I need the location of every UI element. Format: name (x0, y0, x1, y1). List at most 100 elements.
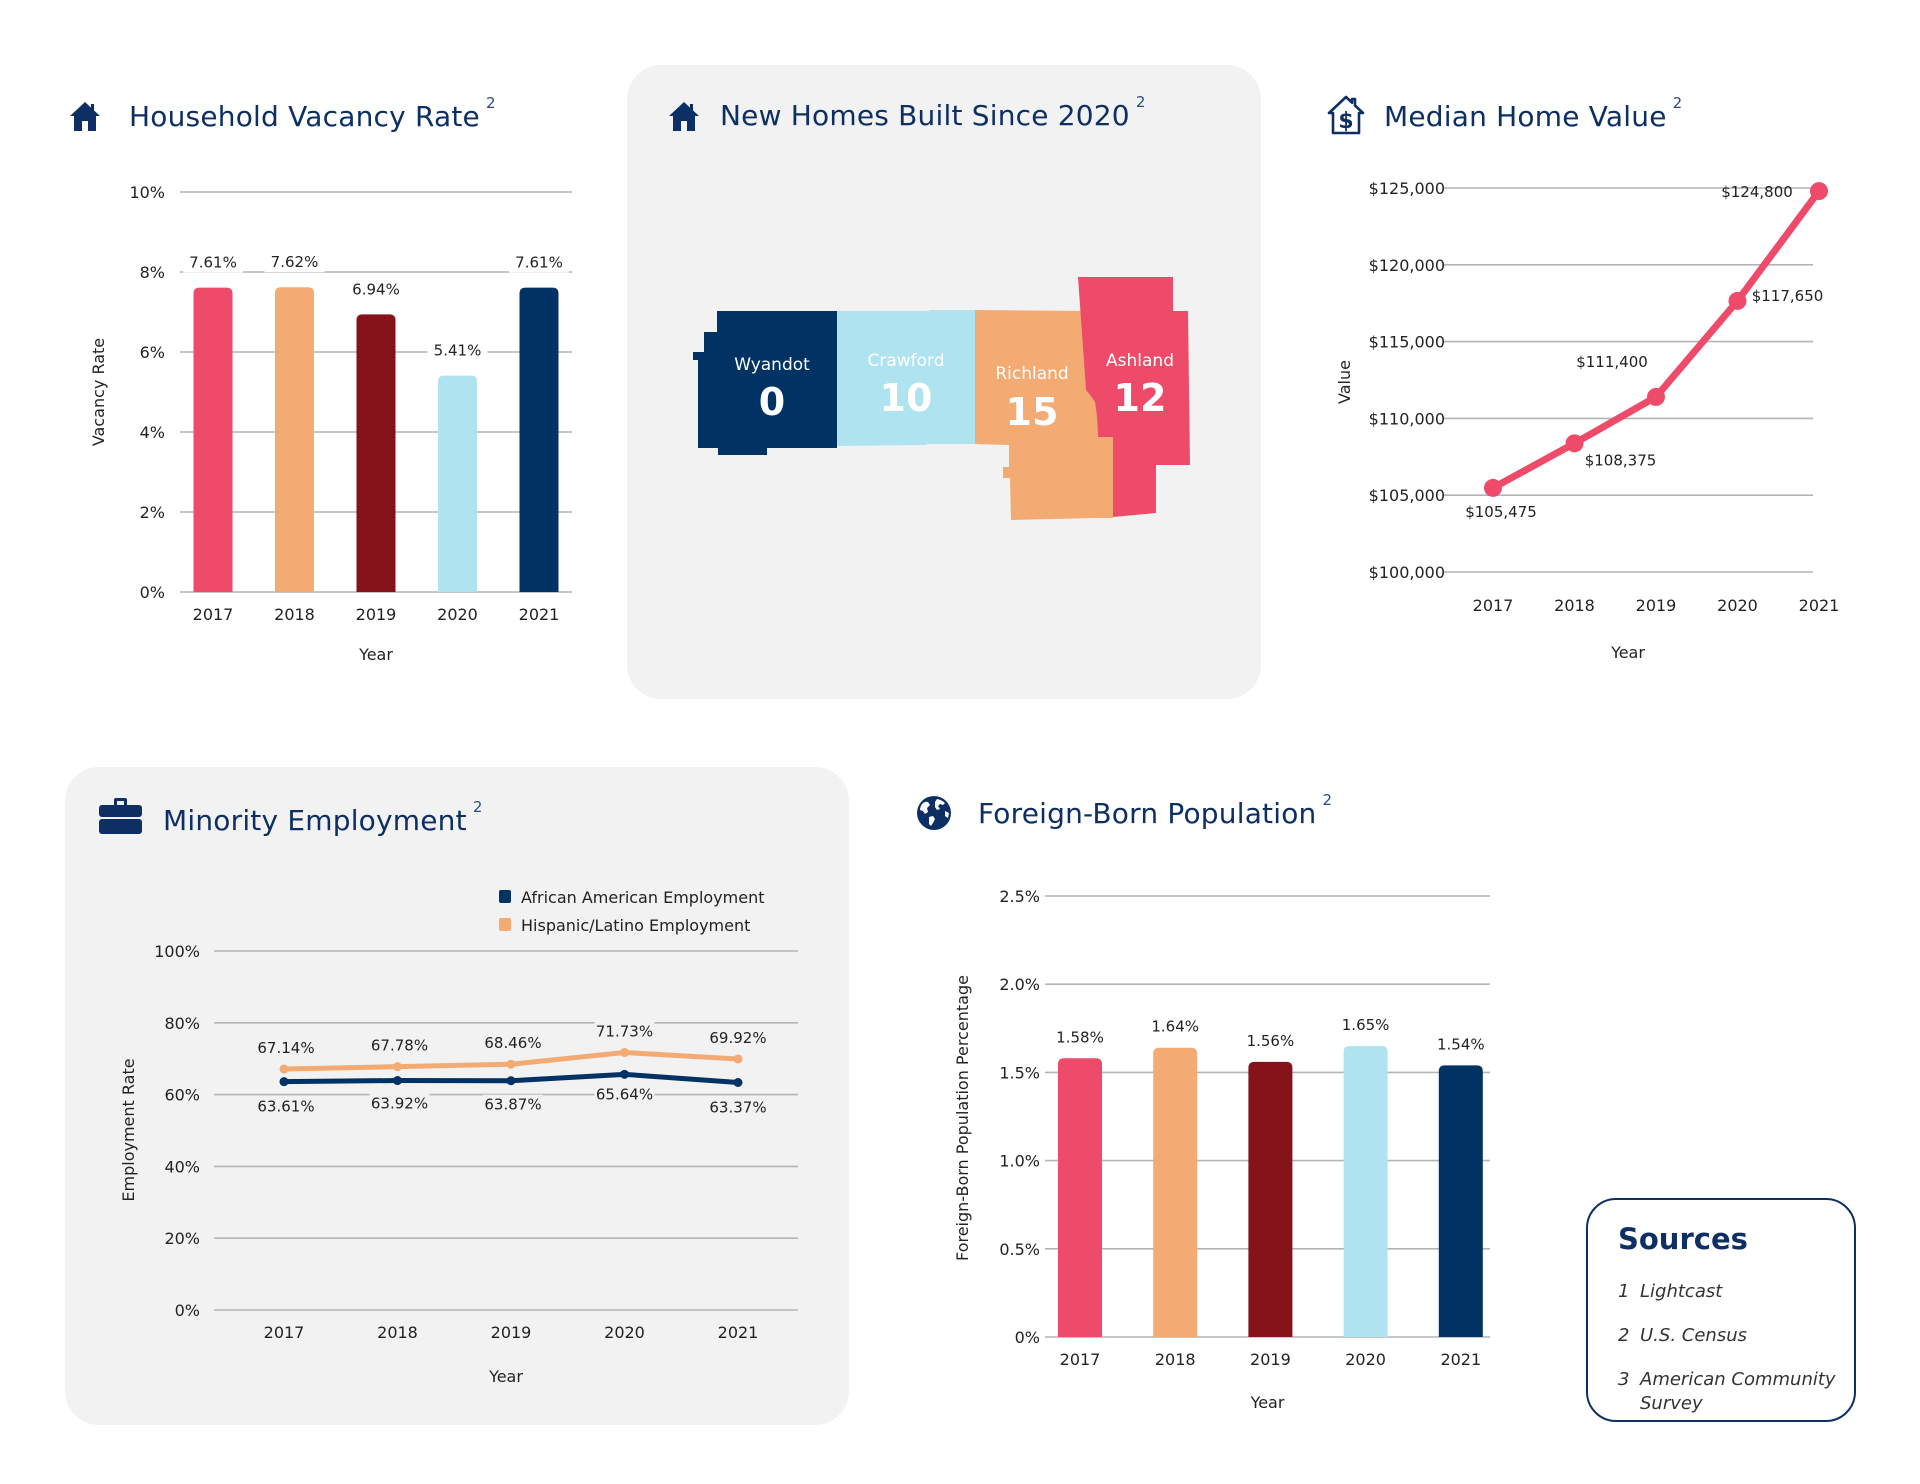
bar (1343, 1045, 1388, 1337)
data-label-background (1050, 1027, 1110, 1048)
data-point (506, 1076, 516, 1086)
house-icon (669, 102, 699, 131)
county-crawford[interactable] (837, 310, 975, 446)
legend-label: Hispanic/Latino Employment (521, 916, 750, 935)
source-number: 3 (1618, 1369, 1630, 1390)
source-number: 2 (1618, 1325, 1630, 1346)
county-value-ashland: 12 (1114, 376, 1167, 420)
data-label: 71.73% (596, 1022, 653, 1040)
employment-source-ref: 2 (472, 798, 483, 816)
data-label-background (1240, 1030, 1301, 1051)
y-tick-label: $115,000 (1369, 333, 1445, 352)
data-label: 65.64% (596, 1085, 653, 1103)
source-text: Lightcast (1640, 1281, 1723, 1302)
data-label-background (1335, 1014, 1396, 1035)
new-homes-title-text: New Homes Built Since 2020 (720, 99, 1130, 132)
data-label: 1.64% (1151, 1018, 1199, 1036)
x-tick-label: 2019 (356, 605, 397, 624)
data-label-background (708, 1027, 768, 1048)
vacancy-chart: 0% 2% 4% 6% 8% 10% 2017 2018 2019 2020 2021 Year Vac… (89, 183, 572, 664)
source-item: 3 American Community Survey (1618, 1368, 1840, 1416)
data-point (1647, 387, 1665, 406)
source-item: 2 U.S. Census (1618, 1324, 1747, 1348)
data-label: 6.94% (352, 280, 400, 298)
data-label-background (483, 1033, 543, 1054)
y-tick-label: 0% (140, 583, 165, 602)
home-value-chart: $100,000 $105,000 $110,000 $115,000 $120,000… (1335, 179, 1839, 662)
county-label-ashland: Ashland (1106, 351, 1174, 371)
y-tick-label: 60% (164, 1086, 200, 1105)
home-value-title: Median Home Value 2 (1384, 94, 1682, 133)
data-label: 63.92% (371, 1095, 428, 1113)
y-tick-label: 1.0% (999, 1152, 1040, 1171)
data-point (393, 1076, 402, 1086)
minority-employment-panel (65, 767, 849, 1425)
county-value-richland: 15 (1006, 390, 1059, 434)
x-tick-label: 2019 (1636, 596, 1677, 615)
bar (1058, 1058, 1102, 1337)
y-axis-title: Employment Rate (119, 1058, 138, 1201)
x-tick-label: 2020 (1717, 596, 1758, 615)
x-tick-label: 2019 (1250, 1350, 1291, 1369)
foreign-title: Foreign-Born Population 2 (978, 791, 1332, 830)
x-tick-label: 2021 (718, 1323, 759, 1342)
y-tick-label: 2.5% (999, 887, 1040, 906)
house-dollar-icon: $ (1327, 95, 1365, 135)
foreign-chart: 0% 0.5% 1.0% 1.5% 2.0% 2.5% 2017 2018 2019 2020 20… (953, 887, 1491, 1412)
data-point (1565, 434, 1584, 453)
x-tick-label: 2017 (1060, 1350, 1101, 1369)
y-tick-label: 0% (175, 1301, 200, 1320)
data-label-background (1145, 1016, 1206, 1037)
data-label-background (346, 279, 406, 300)
sources-title: Sources (1618, 1222, 1748, 1256)
globe-icon (917, 796, 951, 830)
x-axis-title: Year (1610, 643, 1645, 662)
data-point (733, 1078, 743, 1088)
x-tick-label: 2021 (519, 605, 560, 624)
legend-swatch (499, 890, 511, 903)
county-label-richland: Richland (995, 364, 1068, 384)
data-label-background (1430, 1034, 1491, 1055)
county-label-crawford: Crawford (867, 351, 944, 371)
data-label: 7.61% (515, 254, 563, 272)
employment-title-text: Minority Employment (163, 804, 467, 837)
data-label: 63.87% (484, 1096, 541, 1114)
bar (1248, 1061, 1293, 1337)
data-label: 1.56% (1247, 1032, 1295, 1050)
data-label-background (369, 1035, 430, 1056)
county-map: Wyandot 0 Crawford 10 Richland 15 Ashlan… (693, 277, 1190, 520)
data-label-background (369, 1093, 430, 1114)
data-point (1728, 291, 1747, 310)
data-label-background (509, 252, 569, 273)
county-wyandot[interactable] (693, 311, 837, 455)
data-label-background (594, 1084, 655, 1105)
data-point (733, 1054, 743, 1064)
county-ashland[interactable] (1078, 277, 1190, 517)
legend-swatch (499, 918, 511, 931)
y-tick-label: $105,000 (1369, 486, 1445, 505)
y-tick-label: 0.5% (999, 1240, 1040, 1259)
county-richland[interactable] (975, 310, 1113, 520)
data-label: 1.54% (1437, 1035, 1485, 1053)
foreign-source-ref: 2 (1322, 791, 1333, 809)
x-tick-label: 2018 (1155, 1350, 1196, 1369)
y-tick-label: $100,000 (1369, 563, 1445, 582)
data-label-background (183, 252, 243, 273)
y-tick-label: $120,000 (1369, 256, 1445, 275)
bar (193, 287, 233, 592)
y-tick-label: 80% (164, 1014, 200, 1033)
data-label-background (256, 1096, 316, 1117)
vacancy-source-ref: 2 (485, 94, 496, 112)
new-homes-title: New Homes Built Since 2020 2 (720, 93, 1146, 132)
x-tick-label: 2017 (193, 605, 234, 624)
x-axis-title: Year (358, 645, 393, 664)
data-label: 7.62% (271, 253, 319, 271)
employment-chart: 0% 20% 40% 60% 80% 100% 2017 2018 2019 2020 2021 Ye… (119, 888, 798, 1386)
y-tick-label: 0% (1015, 1328, 1040, 1347)
y-tick-label: 40% (164, 1157, 200, 1176)
y-tick-label: 4% (140, 423, 165, 442)
data-label: 67.14% (257, 1039, 314, 1057)
data-point (1810, 182, 1828, 201)
bar (1438, 1065, 1483, 1337)
y-tick-label: 2% (140, 503, 165, 522)
